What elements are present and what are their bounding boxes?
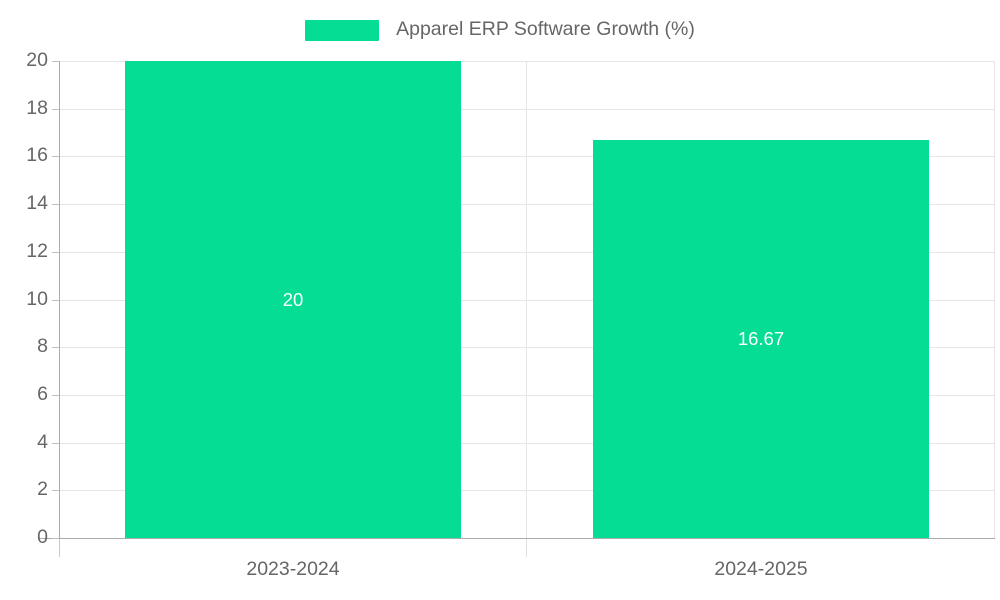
y-axis-line (59, 61, 60, 539)
y-axis-tick-label: 20 (26, 49, 48, 71)
y-axis-tick-mark (52, 299, 59, 301)
gridline-horizontal (59, 61, 995, 62)
y-axis-tick-mark (52, 61, 59, 62)
y-axis-tick-mark (52, 538, 59, 539)
y-axis-tick-label: 10 (26, 287, 48, 310)
y-axis-tick-mark (52, 204, 59, 206)
x-axis-tick-label: 2024-2025 (714, 558, 808, 580)
gridline-vertical (994, 61, 995, 538)
y-axis-tick-mark (52, 442, 59, 444)
y-axis-tick-label: 6 (37, 382, 48, 405)
gridline-horizontal (59, 156, 995, 158)
bar-2023-2024[interactable]: 20 (124, 61, 461, 538)
gridline-horizontal (59, 490, 995, 492)
y-axis-tick-label: 12 (26, 239, 48, 262)
y-axis-tick-label: 14 (26, 192, 48, 215)
bar-value-label: 20 (282, 288, 304, 310)
gridline-vertical (526, 61, 527, 538)
gridline-horizontal (59, 299, 995, 301)
y-axis-tick-label: 4 (37, 430, 48, 453)
bar-value-label: 16.67 (737, 328, 785, 350)
y-axis-tick-label: 8 (37, 335, 48, 358)
y-axis-tick-label: 2 (37, 478, 48, 501)
y-axis-origin-tick (59, 539, 60, 557)
plot-area: 20 16.67 (59, 61, 995, 539)
y-axis-tick-label: 18 (26, 96, 48, 119)
chart-legend: Apparel ERP Software Growth (%) (0, 14, 1000, 46)
y-axis-tick-mark (52, 108, 59, 110)
gridline-horizontal (59, 251, 995, 253)
legend-swatch-apparel-erp-software-growth[interactable] (305, 19, 380, 41)
y-axis-tick-mark (52, 490, 59, 492)
legend-label-apparel-erp-software-growth[interactable]: Apparel ERP Software Growth (%) (396, 18, 695, 41)
x-axis-line (38, 538, 995, 539)
y-axis-tick-label: 0 (37, 526, 48, 548)
y-axis-tick-mark (52, 394, 59, 396)
y-axis-tick-label: 16 (26, 144, 48, 167)
x-axis-tick-mark (526, 539, 527, 557)
gridline-horizontal (59, 204, 995, 206)
gridline-horizontal (59, 442, 995, 444)
y-axis-tick-mark (52, 156, 59, 158)
bar-2024-2025[interactable]: 16.67 (592, 140, 929, 538)
y-axis-tick-mark (52, 251, 59, 253)
y-axis-tick-mark (52, 347, 59, 349)
gridline-horizontal (59, 347, 995, 349)
gridline-horizontal (59, 394, 995, 396)
gridline-horizontal (59, 108, 995, 110)
x-axis-tick-label: 2023-2024 (246, 558, 340, 580)
